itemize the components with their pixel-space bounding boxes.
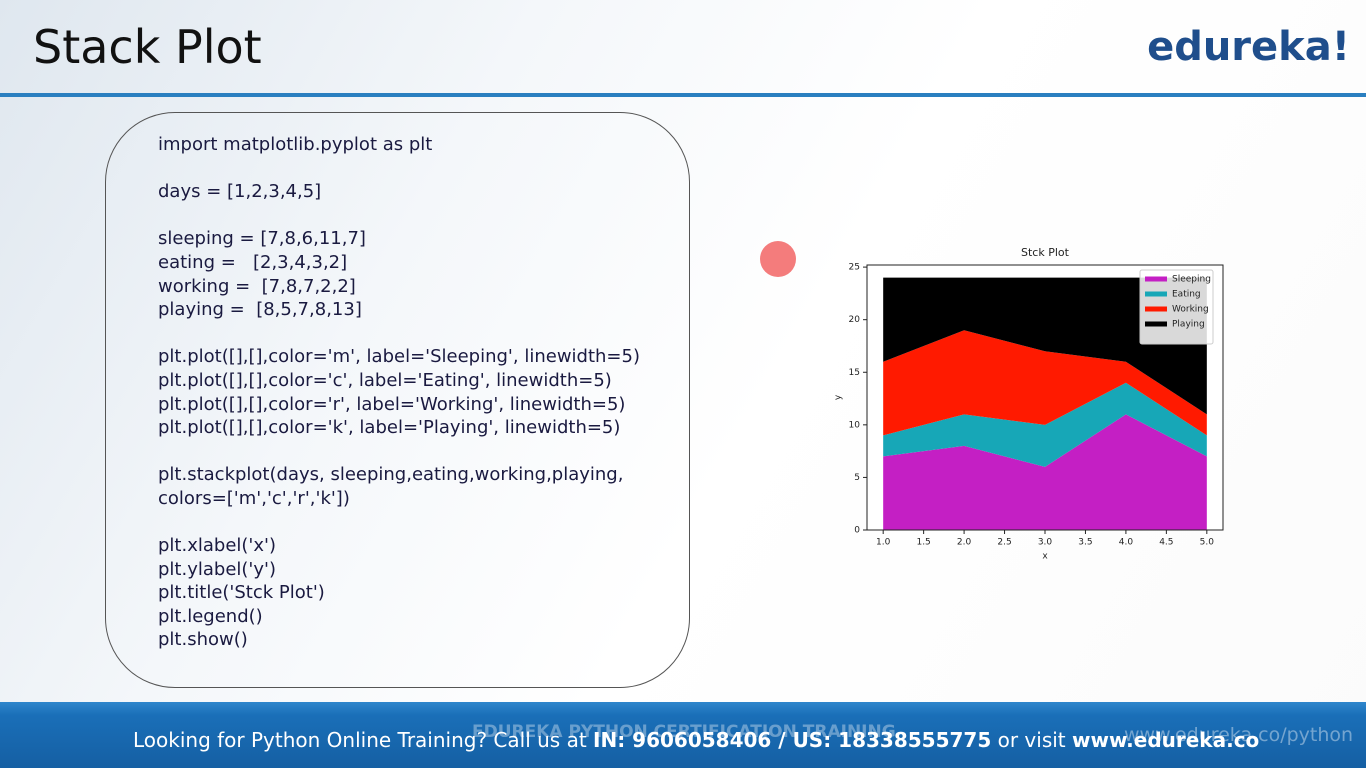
code-line: sleeping = [7,8,6,11,7] <box>158 228 366 250</box>
code-line: days = [1,2,3,4,5] <box>158 181 322 203</box>
y-axis-label: y <box>834 394 844 400</box>
code-line: plt.ylabel('y') <box>158 558 276 580</box>
code-line: plt.plot([],[],color='r', label='Working… <box>158 393 626 415</box>
stack-area <box>883 330 1207 436</box>
code-line: import matplotlib.pyplot as plt <box>158 134 433 155</box>
code-line: plt.plot([],[],color='m', label='Sleepin… <box>158 346 640 368</box>
footer-bar <box>0 702 1366 768</box>
y-tick-label: 0 <box>854 526 860 536</box>
x-tick-label: 1.0 <box>876 538 891 548</box>
watermark: EDUREKA PYTHON CERTIFICATION TRAINING <box>472 722 896 742</box>
code-line: plt.plot([],[],color='c', label='Eating'… <box>158 369 612 391</box>
code-line: plt.legend() <box>158 605 263 627</box>
code-block: plt.plot([],[],color='m', label='Sleepin… <box>158 345 640 439</box>
legend-label: Working <box>1172 305 1209 315</box>
y-tick-label: 5 <box>854 473 860 483</box>
code-line: plt.show() <box>158 629 248 651</box>
legend-label: Playing <box>1172 320 1205 330</box>
x-tick-label: 3.0 <box>1038 538 1053 548</box>
code-block: days = [1,2,3,4,5] <box>158 180 640 204</box>
logo: edureka! <box>1147 24 1350 70</box>
code-line: eating = [2,3,4,3,2] <box>158 251 348 273</box>
code-line: colors=['m','c','r','k']) <box>158 487 350 509</box>
code-line: plt.title('Stck Plot') <box>158 582 325 604</box>
code-line: playing = [8,5,7,8,13] <box>158 299 362 321</box>
code-block: import matplotlib.pyplot as plt <box>158 133 640 157</box>
code-box <box>105 112 690 688</box>
code-block: sleeping = [7,8,6,11,7] eating = [2,3,4,3… <box>158 227 640 321</box>
footer-segment: or visit <box>991 728 1072 752</box>
footer-segment: www.edureka.co <box>1072 728 1260 752</box>
code-line: plt.stackplot(days, sleeping,eating,work… <box>158 464 624 486</box>
code-block: plt.xlabel('x') plt.ylabel('y') plt.title(… <box>158 534 640 652</box>
x-axis-label: x <box>1042 552 1048 562</box>
y-tick-label: 25 <box>849 263 860 273</box>
code-block: plt.stackplot(days, sleeping,eating,work… <box>158 463 640 510</box>
x-tick-label: 4.5 <box>1159 538 1173 548</box>
code-line: plt.plot([],[],color='k', label='Playing… <box>158 417 621 439</box>
legend-label: Sleeping <box>1172 275 1211 285</box>
chart: 1.0 1.5 2.0 2.5 3.0 3.5 4.0 4.5 5.0 0 5 10 15 20 25 Stc… <box>760 241 1224 562</box>
code-line: working = [7,8,7,2,2] <box>158 275 356 297</box>
x-tick-label: 3.5 <box>1078 538 1092 548</box>
stack-area <box>883 382 1207 467</box>
stack-area <box>883 414 1207 530</box>
x-tick-label: 2.0 <box>957 538 972 548</box>
code: import matplotlib.pyplot as plt days = [1… <box>158 133 640 676</box>
footer-segment: Looking for Python Online Training? Call… <box>133 728 594 752</box>
pointer <box>760 241 796 277</box>
x-tick-label: 2.5 <box>997 538 1011 548</box>
footer-segment: IN: 9606058406 / US: 18338555775 <box>593 728 992 752</box>
y-tick-label: 10 <box>849 420 861 430</box>
code-line: plt.xlabel('x') <box>158 535 276 557</box>
slide-title: Stack Plot <box>33 20 262 74</box>
x-tick-label: 1.5 <box>916 538 930 548</box>
header-rule <box>0 93 1366 97</box>
chart-title: Stck Plot <box>1021 246 1070 259</box>
stack-area <box>883 277 1207 415</box>
y-tick-label: 20 <box>849 315 861 325</box>
watermark: www.edureka.co/python <box>1124 724 1354 746</box>
y-tick-label: 15 <box>849 368 860 378</box>
x-tick-label: 5.0 <box>1200 538 1215 548</box>
legend-label: Eating <box>1172 290 1201 300</box>
footer-text: Looking for Python Online Training? Call… <box>133 728 1259 752</box>
x-tick-label: 4.0 <box>1119 538 1134 548</box>
